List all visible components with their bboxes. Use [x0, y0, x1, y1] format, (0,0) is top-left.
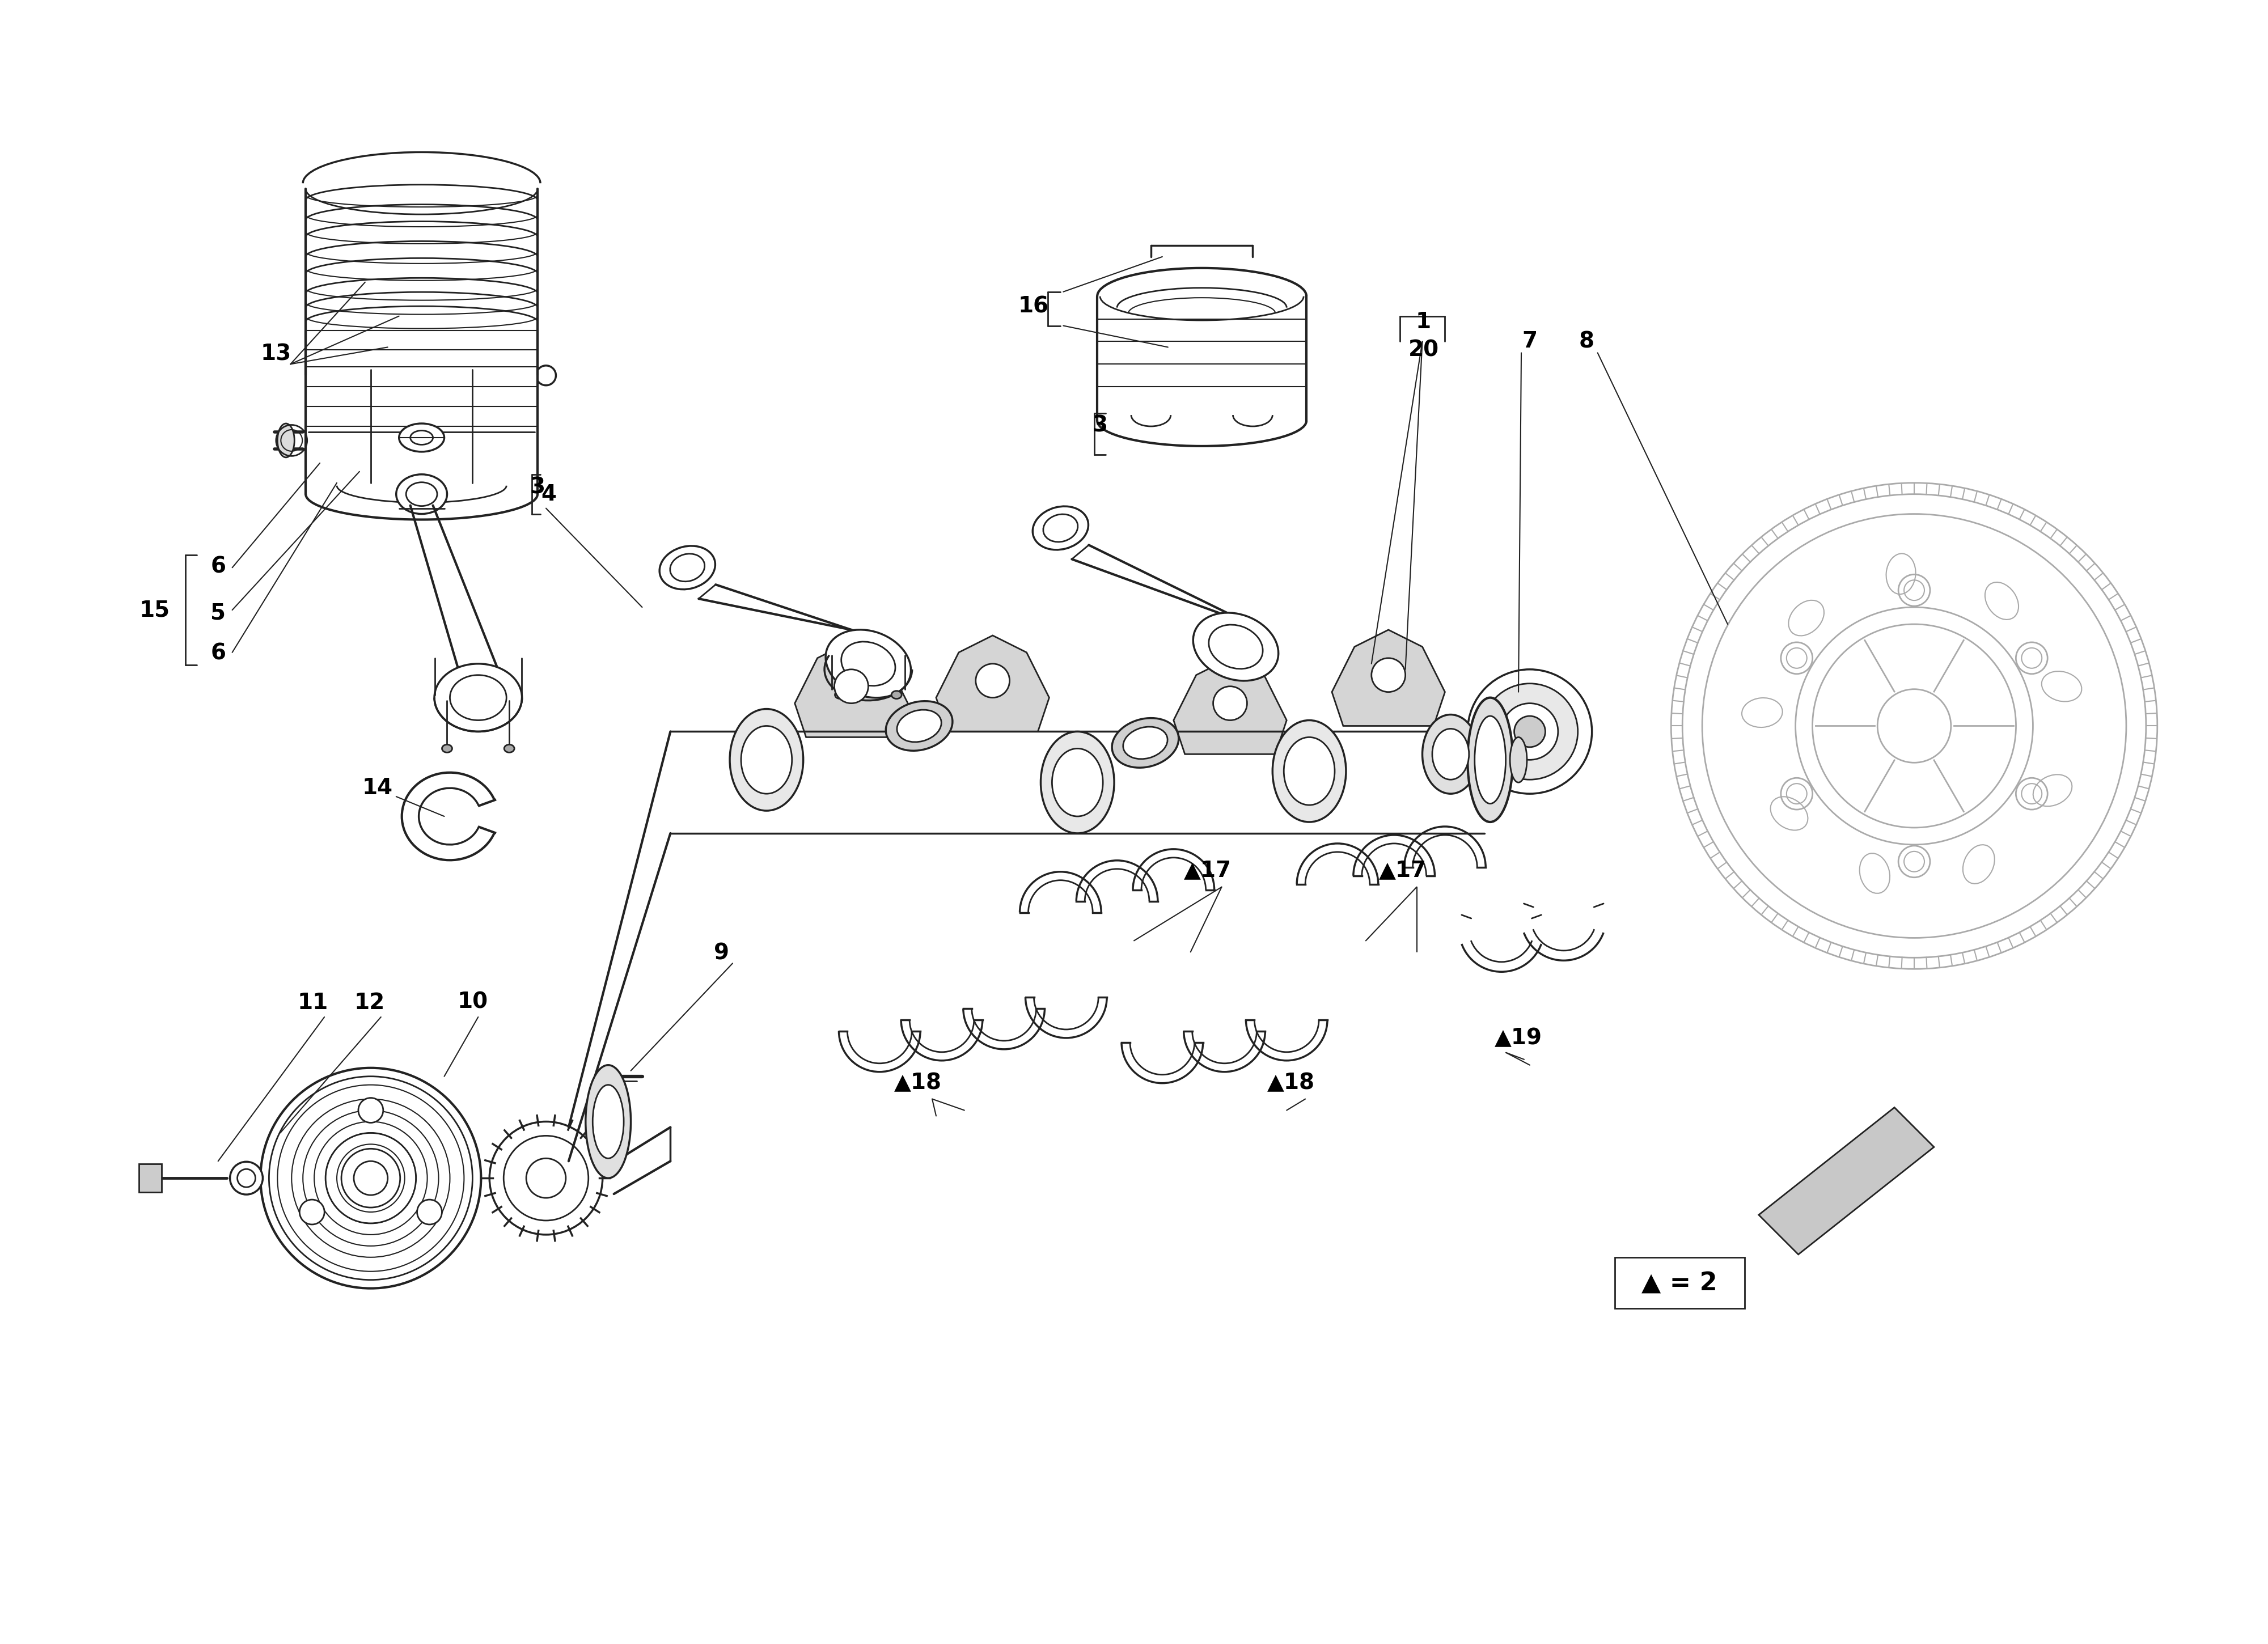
Text: 12: 12: [354, 991, 386, 1014]
Ellipse shape: [1043, 515, 1077, 543]
Ellipse shape: [1474, 717, 1506, 804]
Text: 5: 5: [211, 602, 227, 623]
Ellipse shape: [1123, 727, 1168, 760]
Ellipse shape: [1193, 613, 1279, 681]
Ellipse shape: [406, 482, 438, 506]
Ellipse shape: [1209, 625, 1263, 669]
Ellipse shape: [449, 676, 506, 720]
Ellipse shape: [1431, 728, 1470, 779]
Ellipse shape: [442, 745, 451, 753]
Ellipse shape: [742, 727, 792, 794]
Ellipse shape: [826, 630, 912, 697]
Ellipse shape: [841, 641, 896, 686]
Polygon shape: [1173, 658, 1286, 755]
Circle shape: [299, 1200, 324, 1225]
Polygon shape: [937, 636, 1050, 732]
Ellipse shape: [891, 690, 903, 699]
Ellipse shape: [277, 424, 295, 457]
Text: ▲18: ▲18: [894, 1072, 941, 1093]
Ellipse shape: [975, 664, 1009, 697]
Ellipse shape: [1481, 684, 1579, 779]
Ellipse shape: [1467, 669, 1592, 794]
Ellipse shape: [397, 475, 447, 515]
Text: 7: 7: [1522, 330, 1538, 352]
Text: 11: 11: [297, 991, 329, 1014]
Ellipse shape: [669, 554, 705, 582]
Ellipse shape: [238, 1169, 256, 1187]
Polygon shape: [138, 1164, 161, 1192]
Ellipse shape: [1467, 697, 1513, 822]
Text: 8: 8: [1579, 330, 1594, 352]
Text: 10: 10: [458, 991, 488, 1013]
Text: ▲18: ▲18: [1268, 1072, 1315, 1093]
Text: 3: 3: [531, 477, 544, 498]
Text: ▲17: ▲17: [1184, 860, 1232, 881]
Ellipse shape: [585, 1065, 631, 1179]
Ellipse shape: [1501, 704, 1558, 760]
Ellipse shape: [411, 431, 433, 444]
Text: ▲17: ▲17: [1379, 860, 1427, 881]
Ellipse shape: [1052, 748, 1102, 817]
Ellipse shape: [1111, 718, 1179, 768]
Circle shape: [417, 1200, 442, 1225]
Ellipse shape: [730, 709, 803, 810]
Ellipse shape: [1272, 720, 1345, 822]
Text: 6: 6: [211, 556, 227, 577]
Ellipse shape: [1515, 717, 1545, 746]
Ellipse shape: [435, 664, 522, 732]
Ellipse shape: [1041, 732, 1114, 834]
Ellipse shape: [503, 745, 515, 753]
Ellipse shape: [835, 669, 869, 704]
Text: 1: 1: [1415, 311, 1431, 332]
Ellipse shape: [1284, 737, 1334, 806]
Ellipse shape: [660, 546, 714, 589]
Ellipse shape: [896, 710, 941, 741]
Text: 14: 14: [363, 778, 392, 799]
Text: 9: 9: [714, 942, 728, 963]
Ellipse shape: [887, 700, 953, 751]
Text: 3: 3: [1093, 414, 1107, 436]
Ellipse shape: [1032, 506, 1089, 549]
Polygon shape: [1331, 630, 1445, 727]
Text: 20: 20: [1408, 339, 1438, 360]
Polygon shape: [1758, 1108, 1935, 1254]
Ellipse shape: [592, 1085, 624, 1159]
Text: 16: 16: [1018, 296, 1048, 317]
Text: 15: 15: [138, 600, 170, 621]
Ellipse shape: [229, 1162, 263, 1195]
Ellipse shape: [1422, 715, 1479, 794]
Circle shape: [358, 1098, 383, 1123]
Text: 6: 6: [211, 643, 227, 664]
Ellipse shape: [399, 424, 445, 452]
Ellipse shape: [1510, 737, 1526, 783]
Ellipse shape: [1213, 686, 1247, 720]
Text: 13: 13: [261, 344, 290, 365]
Text: ▲19: ▲19: [1495, 1028, 1542, 1049]
Text: 4: 4: [542, 483, 556, 505]
Ellipse shape: [835, 690, 846, 699]
Ellipse shape: [1372, 658, 1406, 692]
Text: ▲ = 2: ▲ = 2: [1642, 1271, 1717, 1295]
Polygon shape: [794, 641, 907, 737]
FancyBboxPatch shape: [1615, 1258, 1744, 1309]
